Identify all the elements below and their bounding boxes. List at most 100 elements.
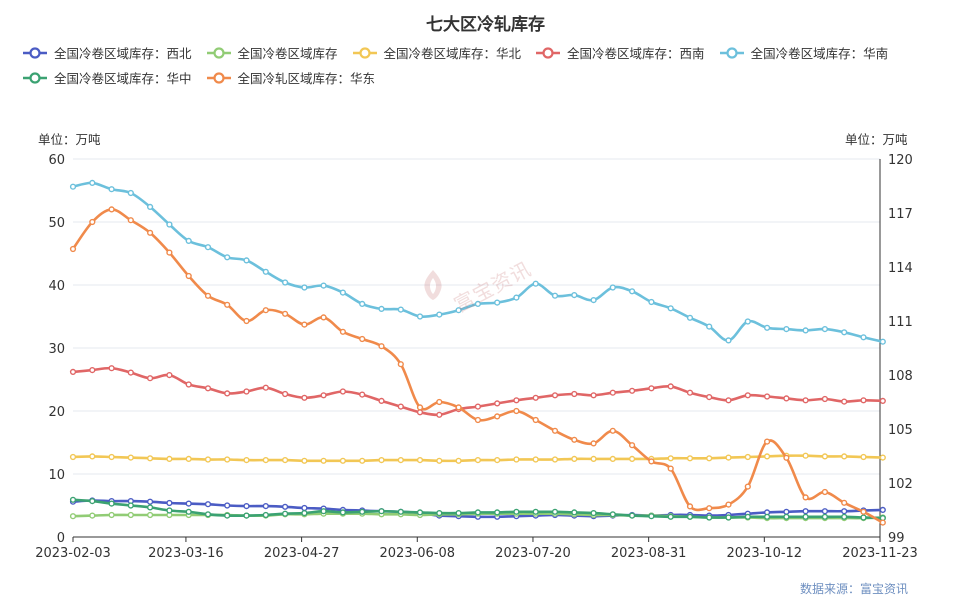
data-point: [243, 317, 250, 325]
legend-label: 全国冷卷区域库存：华北: [383, 46, 522, 61]
data-point: [802, 513, 809, 520]
data-point: [744, 318, 751, 325]
data-point: [783, 454, 790, 461]
data-point: [821, 488, 829, 496]
data-point: [339, 509, 347, 516]
data-point: [147, 504, 154, 511]
legend-line-icon: [23, 46, 47, 59]
data-point: [725, 514, 732, 521]
data-point: [513, 508, 520, 515]
x-tick-label: 2023-02-03: [35, 546, 111, 561]
data-point: [841, 508, 848, 515]
data-point: [339, 388, 347, 395]
y-left-tick-label: 40: [48, 279, 65, 294]
data-point: [301, 504, 308, 512]
legend-item[interactable]: 全国冷卷区域库存：华南: [719, 43, 888, 62]
data-point: [763, 438, 771, 445]
data-point: [783, 326, 790, 333]
data-source: 数据来源：富宝资讯: [800, 582, 909, 596]
data-point: [532, 416, 539, 424]
data-point: [320, 457, 327, 464]
data-point: [590, 455, 597, 463]
data-point: [397, 508, 404, 515]
legend-item[interactable]: 全国冷卷区域库存：华北: [352, 43, 522, 62]
data-point: [397, 403, 404, 410]
data-point: [590, 297, 597, 304]
data-point: [474, 457, 482, 464]
data-point: [204, 385, 212, 392]
data-point: [204, 501, 212, 508]
data-point: [301, 457, 308, 464]
data-point: [166, 499, 173, 507]
data-point: [763, 324, 771, 331]
y-right-tick-label: 105: [888, 423, 913, 438]
data-point: [224, 390, 231, 397]
legend-line-icon: [206, 46, 231, 59]
data-point: [147, 203, 154, 211]
data-point: [706, 505, 713, 512]
legend-item[interactable]: 全国冷卷区域库存：西南: [535, 43, 705, 62]
data-point: [802, 452, 809, 459]
data-point: [89, 367, 96, 374]
data-point: [224, 502, 231, 509]
data-point: [301, 284, 308, 291]
legend-item[interactable]: 全国冷卷区域库存：华中: [22, 68, 192, 87]
data-point: [378, 457, 385, 464]
data-point: [224, 301, 231, 308]
data-point: [147, 229, 154, 236]
left-axis-unit: 单位：万吨: [38, 132, 101, 147]
data-point: [166, 455, 173, 463]
data-point: [571, 509, 578, 516]
data-point: [821, 508, 829, 515]
data-point: [359, 391, 366, 398]
data-point: [667, 465, 674, 472]
data-point: [127, 454, 134, 461]
data-point: [204, 292, 212, 299]
data-point: [108, 500, 115, 507]
data-point: [339, 289, 347, 296]
legend-item[interactable]: 全国冷卷区域库存：西北: [22, 43, 192, 62]
x-tick-label: 2023-04-27: [264, 546, 340, 561]
data-point: [648, 458, 655, 465]
data-point: [474, 509, 482, 516]
data-point: [609, 511, 616, 518]
data-point: [108, 186, 115, 193]
data-point: [744, 483, 751, 490]
legend-item[interactable]: 全国冷卷区域库存: [206, 43, 338, 62]
data-point: [339, 328, 347, 335]
legend-item[interactable]: 全国冷轧区域库存：华东: [206, 68, 375, 87]
data-point: [551, 292, 559, 299]
data-point: [860, 453, 867, 461]
data-point: [763, 513, 771, 520]
data-point: [301, 321, 308, 328]
data-point: [802, 494, 809, 501]
data-point: [494, 413, 501, 420]
y-left-tick-label: 50: [48, 216, 65, 231]
data-point: [147, 511, 154, 519]
data-point: [532, 280, 539, 287]
data-point: [513, 397, 520, 404]
data-point: [821, 395, 829, 403]
data-point: [802, 327, 809, 334]
data-point: [551, 456, 559, 463]
data-point: [879, 397, 886, 405]
data-point: [320, 282, 327, 289]
data-point: [860, 397, 867, 404]
data-point: [686, 314, 694, 321]
data-point: [879, 338, 886, 345]
data-point: [147, 375, 154, 382]
data-point: [378, 508, 385, 515]
legend-line-icon: [536, 46, 561, 59]
data-point: [494, 400, 501, 407]
data-point: [224, 512, 231, 519]
data-point: [282, 279, 289, 286]
data-point: [378, 397, 385, 405]
data-point: [69, 513, 77, 520]
data-point: [89, 218, 96, 226]
data-point: [166, 372, 173, 379]
legend: 全国冷卷区域库存：西北 全国冷卷区域库存 全国冷卷区域库存：华北 全国冷卷区域库存：西…: [22, 40, 962, 90]
y-right-tick-label: 102: [888, 477, 913, 492]
y-right-tick-label: 120: [888, 153, 913, 168]
data-point: [359, 508, 366, 515]
data-point: [89, 498, 96, 505]
